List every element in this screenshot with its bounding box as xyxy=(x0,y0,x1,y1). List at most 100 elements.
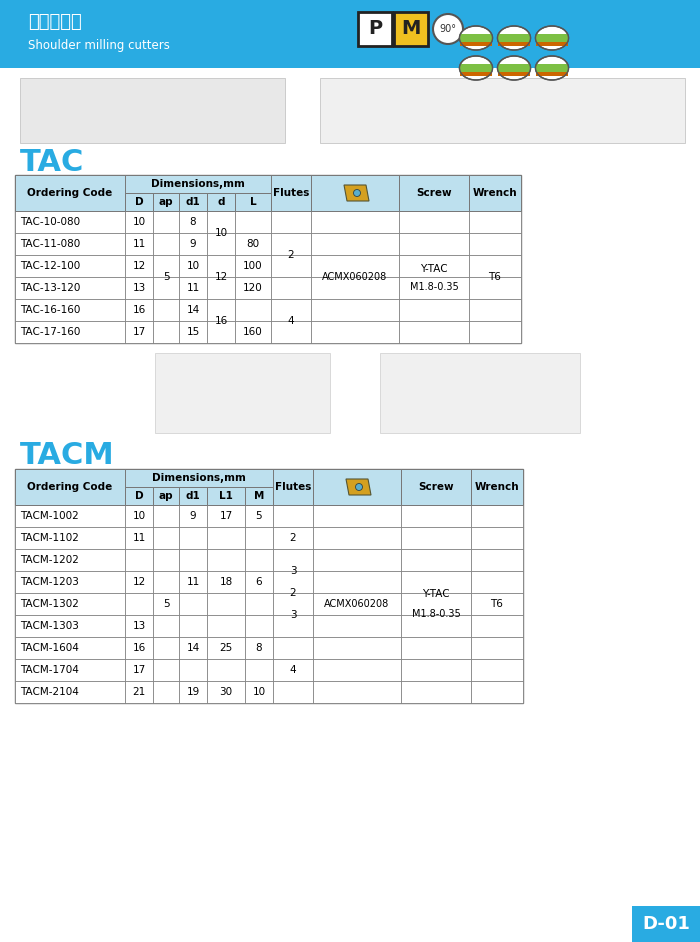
Text: 13: 13 xyxy=(132,621,146,631)
Bar xyxy=(311,233,399,255)
Bar xyxy=(179,487,207,505)
Text: M: M xyxy=(401,20,421,39)
Bar xyxy=(469,211,521,233)
Bar xyxy=(207,505,245,527)
Bar xyxy=(273,549,313,571)
Polygon shape xyxy=(346,479,371,495)
Bar xyxy=(401,571,471,593)
Bar xyxy=(469,233,521,255)
Bar xyxy=(469,299,521,321)
Bar xyxy=(125,193,153,211)
Bar xyxy=(271,233,311,255)
Text: ap: ap xyxy=(159,491,174,501)
Bar xyxy=(313,505,401,527)
Bar xyxy=(179,321,207,343)
Text: 5: 5 xyxy=(162,272,169,282)
Text: d1: d1 xyxy=(186,197,200,207)
Text: ap: ap xyxy=(159,197,174,207)
Text: M: M xyxy=(254,491,264,501)
Bar xyxy=(399,277,469,299)
Bar xyxy=(245,659,273,681)
Text: 14: 14 xyxy=(186,305,200,315)
Bar xyxy=(460,72,492,76)
Bar xyxy=(207,571,245,593)
Text: ACMX060208: ACMX060208 xyxy=(323,272,388,282)
Text: TAC-17-160: TAC-17-160 xyxy=(20,327,80,337)
Bar xyxy=(235,299,271,321)
Bar xyxy=(207,299,235,321)
Bar xyxy=(273,593,313,615)
Polygon shape xyxy=(344,185,369,201)
Bar xyxy=(471,637,523,659)
Text: D-01: D-01 xyxy=(642,915,690,933)
Bar xyxy=(273,637,313,659)
Bar xyxy=(401,527,471,549)
Text: 17: 17 xyxy=(219,511,232,521)
Bar xyxy=(125,255,153,277)
Bar xyxy=(15,193,521,211)
Bar xyxy=(273,469,313,505)
Text: Ordering Code: Ordering Code xyxy=(27,188,113,198)
Bar xyxy=(179,299,207,321)
Bar xyxy=(235,255,271,277)
Text: L1: L1 xyxy=(219,491,233,501)
Text: D: D xyxy=(134,491,144,501)
Bar xyxy=(460,34,492,42)
Text: 11: 11 xyxy=(186,577,200,587)
Bar xyxy=(15,277,125,299)
Bar xyxy=(153,193,179,211)
Bar xyxy=(125,593,153,615)
Text: 18: 18 xyxy=(219,577,232,587)
Text: 16: 16 xyxy=(214,316,228,326)
Text: M1.8-0.35: M1.8-0.35 xyxy=(412,609,461,619)
Bar xyxy=(179,277,207,299)
Text: 10: 10 xyxy=(214,228,228,238)
Bar xyxy=(179,681,207,703)
Text: Ordering Code: Ordering Code xyxy=(27,482,113,492)
Ellipse shape xyxy=(433,14,463,44)
Bar xyxy=(245,505,273,527)
Bar xyxy=(125,211,153,233)
Text: 25: 25 xyxy=(219,643,232,653)
Bar xyxy=(153,659,179,681)
Bar xyxy=(469,175,521,211)
Bar xyxy=(153,321,179,343)
Bar xyxy=(311,175,399,211)
Bar xyxy=(235,211,271,233)
Bar xyxy=(207,549,245,571)
Bar xyxy=(15,233,125,255)
Text: TACM-1302: TACM-1302 xyxy=(20,599,79,609)
Text: 11: 11 xyxy=(132,533,146,543)
Bar xyxy=(153,211,179,233)
Bar xyxy=(399,321,469,343)
Bar xyxy=(15,659,125,681)
Text: TAC-13-120: TAC-13-120 xyxy=(20,283,80,293)
Bar xyxy=(207,487,245,505)
Bar xyxy=(153,505,179,527)
Bar xyxy=(179,615,207,637)
Bar xyxy=(311,211,399,233)
Bar xyxy=(460,64,492,72)
Text: 12: 12 xyxy=(132,577,146,587)
Text: TACM-1002: TACM-1002 xyxy=(20,511,78,521)
Ellipse shape xyxy=(536,26,568,50)
Bar xyxy=(15,505,125,527)
Bar xyxy=(153,233,179,255)
Text: 100: 100 xyxy=(243,261,262,271)
Bar xyxy=(155,353,330,433)
Bar xyxy=(125,571,153,593)
Bar xyxy=(179,505,207,527)
Bar xyxy=(498,64,530,72)
Bar xyxy=(207,255,235,277)
Bar xyxy=(153,571,179,593)
Bar xyxy=(153,527,179,549)
Bar xyxy=(358,12,392,46)
Bar xyxy=(536,42,568,46)
Bar xyxy=(207,193,235,211)
Bar xyxy=(15,593,125,615)
Text: d: d xyxy=(217,197,225,207)
Text: M1.8-0.35: M1.8-0.35 xyxy=(410,282,459,292)
Bar xyxy=(245,571,273,593)
Text: 21: 21 xyxy=(132,687,146,697)
Bar xyxy=(271,211,311,233)
